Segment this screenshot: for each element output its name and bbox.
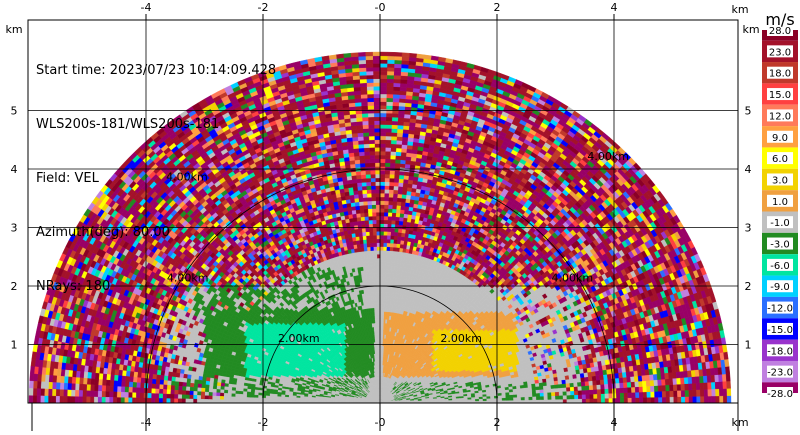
velocity-cell [384, 284, 388, 290]
velocity-cell [494, 397, 499, 401]
velocity-cell [384, 288, 388, 293]
velocity-cell [386, 292, 390, 297]
velocity-cell [467, 398, 472, 402]
velocity-cell [381, 315, 384, 320]
velocity-cell [265, 395, 270, 399]
velocity-cell [498, 397, 503, 401]
velocity-cell [381, 307, 385, 312]
velocity-cell [269, 393, 274, 397]
velocity-cell [375, 299, 379, 305]
velocity-cell [372, 284, 376, 290]
velocity-cell [381, 292, 385, 297]
velocity-cell [381, 334, 384, 339]
velocity-cell [269, 398, 274, 402]
velocity-cell [505, 397, 510, 401]
velocity-cell [386, 284, 391, 290]
velocity-cell [493, 395, 499, 399]
velocity-cell [384, 280, 388, 286]
velocity-cell [288, 397, 293, 400]
velocity-cell [253, 397, 259, 401]
velocity-cell [253, 394, 259, 399]
velocity-cell [382, 276, 386, 282]
velocity-cell [478, 398, 484, 402]
velocity-cell [486, 398, 491, 402]
velocity-cell [371, 276, 376, 282]
velocity-cell [257, 395, 263, 399]
velocity-cell [261, 395, 267, 399]
velocity-cell [288, 398, 293, 402]
velocity-cell [375, 311, 379, 316]
velocity-cell [261, 392, 267, 397]
velocity-cell [292, 399, 297, 402]
velocity-cell [501, 397, 507, 401]
velocity-cell [374, 288, 378, 293]
velocity-cell [280, 398, 285, 402]
velocity-cell [374, 280, 378, 285]
velocity-cell [382, 284, 386, 289]
velocity-cell [276, 396, 282, 400]
velocity-cell [272, 398, 278, 401]
velocity-cell [384, 276, 389, 282]
velocity-cell [381, 299, 385, 305]
velocity-cell [505, 394, 510, 398]
velocity-cell [387, 277, 391, 282]
velocity-cell [383, 311, 386, 316]
velocity-cell [382, 295, 385, 301]
velocity-cell [382, 288, 386, 293]
velocity-cell [381, 303, 385, 308]
velocity-cell [284, 398, 289, 402]
velocity-cell [269, 395, 274, 399]
velocity-cell [265, 397, 270, 401]
velocity-cell [311, 399, 316, 402]
velocity-cell [374, 284, 378, 289]
velocity-cell [261, 397, 266, 401]
velocity-cell [384, 292, 388, 297]
velocity-cell [257, 397, 262, 401]
velocity-cell [382, 280, 386, 285]
velocity-cell [374, 276, 378, 282]
velocity-cell [501, 394, 507, 399]
velocity-cell [254, 392, 259, 396]
velocity-cell [383, 299, 387, 305]
velocity-cell [375, 292, 379, 297]
velocity-field [28, 51, 732, 404]
velocity-cell [381, 311, 385, 316]
velocity-cell [490, 397, 495, 401]
velocity-cell [276, 398, 282, 402]
